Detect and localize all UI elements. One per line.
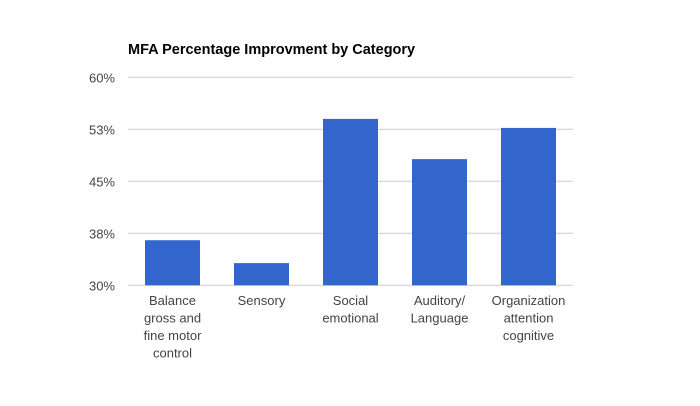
y-tick-label: 38% (89, 226, 115, 241)
x-tick-label: fine motor (144, 328, 202, 343)
bar[interactable] (323, 118, 378, 286)
x-tick-label: Language (411, 311, 469, 326)
x-tick-label: gross and (144, 311, 201, 326)
bar[interactable] (145, 240, 200, 286)
bar[interactable] (412, 159, 467, 286)
x-tick-label: Balance (149, 293, 196, 308)
x-tick-label: control (153, 346, 192, 361)
y-tick-label: 30% (89, 278, 115, 293)
x-tick-label: attention (504, 311, 554, 326)
bar[interactable] (501, 127, 556, 286)
y-tick-label: 53% (89, 122, 115, 137)
x-tick-label: cognitive (503, 328, 554, 343)
y-tick-label: 60% (89, 70, 115, 85)
y-tick-label: 45% (89, 174, 115, 189)
bar[interactable] (234, 263, 289, 286)
x-tick-label: emotional (322, 311, 378, 326)
x-tick-label: Auditory/ (414, 293, 466, 308)
x-tick-label: Social (333, 293, 369, 308)
chart-title: MFA Percentage Improvment by Category (128, 42, 415, 58)
x-tick-label: Organization (492, 293, 566, 308)
x-tick-label: Sensory (238, 293, 286, 308)
